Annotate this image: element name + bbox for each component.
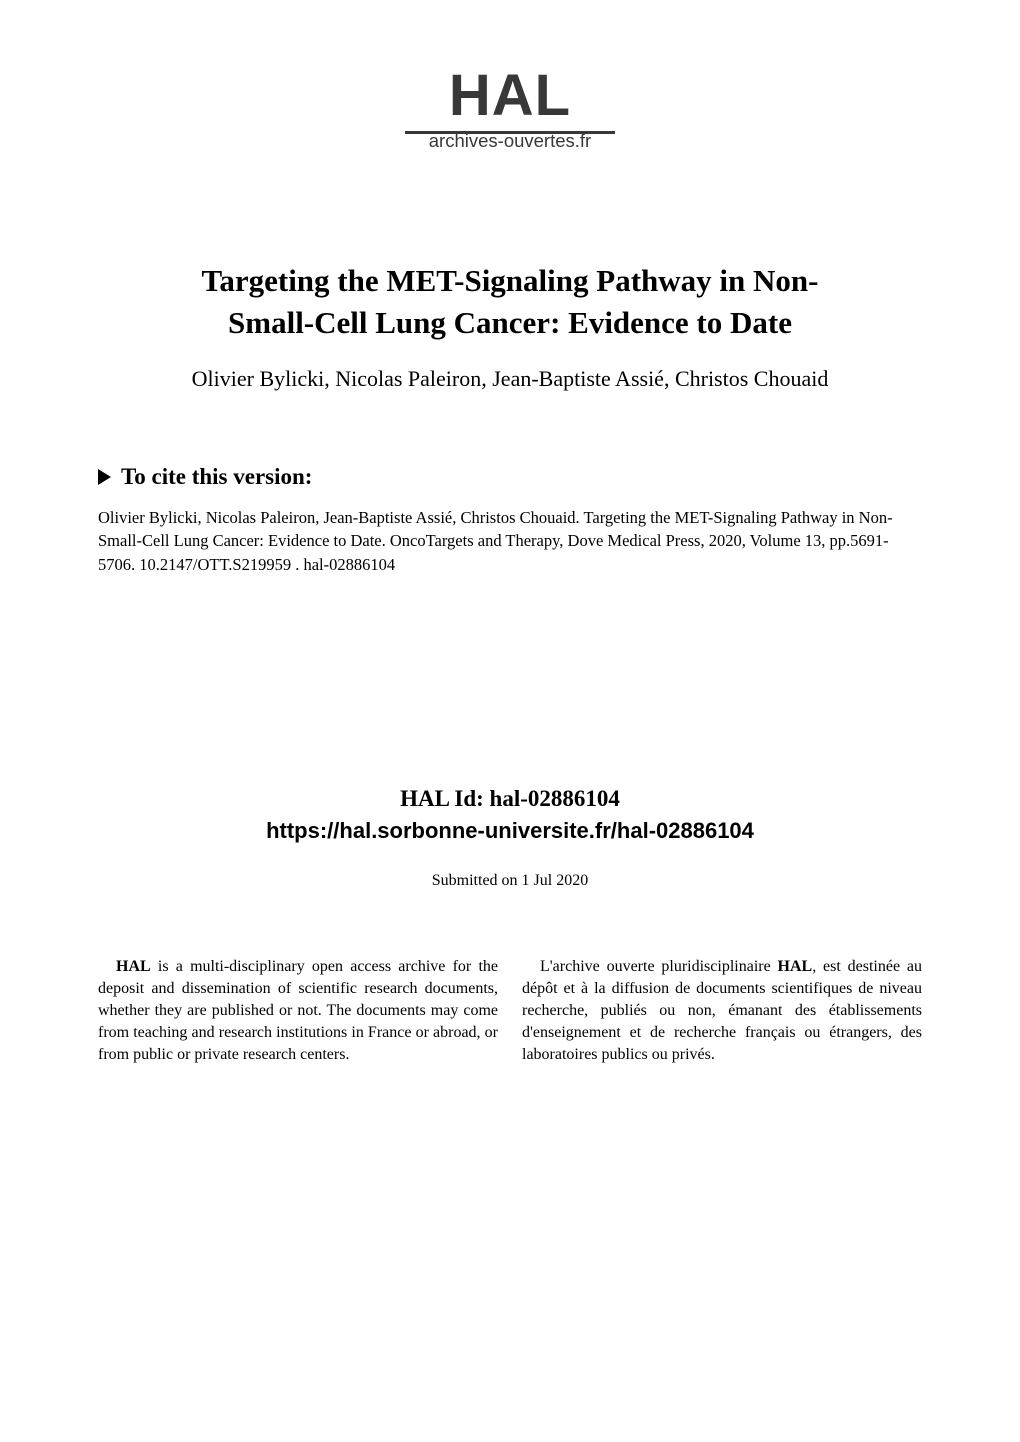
col-left-rest: is a multi-disciplinary open access arch…: [98, 958, 498, 1063]
author-list: Olivier Bylicki, Nicolas Paleiron, Jean-…: [70, 366, 950, 392]
citation-body: Olivier Bylicki, Nicolas Paleiron, Jean-…: [98, 506, 922, 576]
hal-logo-block: HAL archives-ouvertes.fr: [0, 0, 1020, 152]
submitted-date: Submitted on 1 Jul 2020: [0, 872, 1020, 890]
paper-title: Targeting the MET-Signaling Pathway in N…: [70, 260, 950, 344]
hal-id-block: HAL Id: hal-02886104 https://hal.sorbonn…: [0, 786, 1020, 844]
triangle-icon: [98, 469, 111, 485]
title-block: Targeting the MET-Signaling Pathway in N…: [70, 260, 950, 392]
title-line-2: Small-Cell Lung Cancer: Evidence to Date: [228, 305, 792, 340]
col-right-prefix: L'archive ouverte pluridisciplinaire: [540, 958, 778, 975]
column-left: HAL is a multi-disciplinary open access …: [98, 956, 498, 1066]
hal-url: https://hal.sorbonne-universite.fr/hal-0…: [0, 818, 1020, 844]
citation-heading-row: To cite this version:: [98, 464, 922, 490]
hal-id: HAL Id: hal-02886104: [0, 786, 1020, 812]
description-columns: HAL is a multi-disciplinary open access …: [98, 956, 922, 1066]
title-line-1: Targeting the MET-Signaling Pathway in N…: [202, 263, 819, 298]
col-right-lead: HAL: [778, 958, 813, 975]
col-left-lead: HAL: [116, 958, 151, 975]
column-right: L'archive ouverte pluridisciplinaire HAL…: [522, 956, 922, 1066]
citation-heading: To cite this version:: [121, 464, 312, 490]
citation-section: To cite this version: Olivier Bylicki, N…: [98, 464, 922, 576]
logo-subtitle: archives-ouvertes.fr: [405, 130, 615, 152]
hal-logo: HAL archives-ouvertes.fr: [405, 62, 615, 152]
logo-brand: HAL: [405, 62, 615, 129]
